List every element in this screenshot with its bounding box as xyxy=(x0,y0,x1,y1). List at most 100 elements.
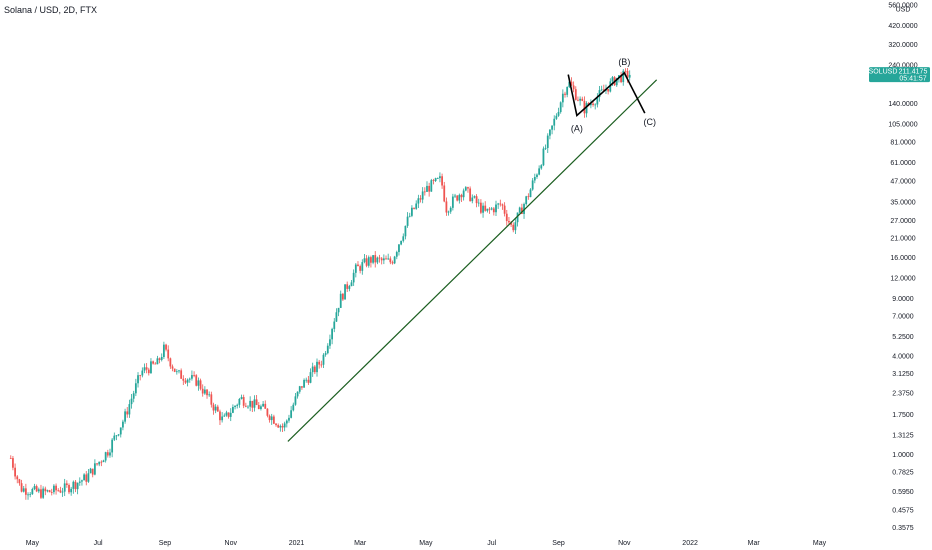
candle-body xyxy=(212,404,215,411)
candle-body xyxy=(266,408,269,416)
candle-body xyxy=(130,398,133,405)
candle-body xyxy=(421,191,424,200)
candle-body xyxy=(20,483,23,492)
price-tick-label: 2.3750 xyxy=(892,390,914,397)
candle-body xyxy=(354,264,357,273)
candle-body xyxy=(91,468,94,475)
candle-body xyxy=(626,70,629,78)
candle-body xyxy=(57,490,60,492)
candle-body xyxy=(555,115,558,119)
candle-body xyxy=(197,380,200,386)
candle-body xyxy=(583,100,586,114)
candle-body xyxy=(35,486,38,492)
candle-body xyxy=(147,369,150,374)
candle-body xyxy=(564,93,566,95)
candle-body xyxy=(139,375,142,377)
candle-body xyxy=(326,345,329,354)
candle-body xyxy=(193,375,195,376)
candle-body xyxy=(566,87,569,95)
candle-body xyxy=(277,425,280,428)
candle-body xyxy=(298,386,301,392)
candle-body xyxy=(499,203,502,205)
candle-body xyxy=(333,321,336,329)
candle-body xyxy=(223,415,226,417)
support-trendline xyxy=(287,79,658,442)
candle-body xyxy=(467,187,469,189)
candle-body xyxy=(158,358,161,360)
candle-body xyxy=(109,452,111,456)
candle-body xyxy=(156,358,159,365)
candle-body xyxy=(83,474,86,481)
candle-body xyxy=(126,411,129,415)
candle-body xyxy=(408,215,411,217)
candle-body xyxy=(508,220,510,223)
candle-body xyxy=(221,416,224,421)
candle-body xyxy=(37,489,40,492)
candle-body xyxy=(568,81,571,88)
candle-body xyxy=(419,198,422,200)
candle-body xyxy=(98,461,101,465)
candle-body xyxy=(219,411,221,421)
candle-body xyxy=(191,375,193,379)
price-tick-label: 0.4575 xyxy=(892,507,914,514)
candle-body xyxy=(484,205,487,211)
candle-body xyxy=(492,208,495,213)
candle-body xyxy=(598,90,601,98)
candle-body xyxy=(292,404,295,411)
candle-body xyxy=(471,197,474,202)
candle-body xyxy=(359,266,362,271)
candle-body xyxy=(529,189,532,198)
candle-body xyxy=(445,201,448,213)
candle-body xyxy=(272,416,275,424)
candle-body xyxy=(398,244,400,253)
candle-body xyxy=(262,403,264,407)
candle-body xyxy=(128,404,131,415)
candle-body xyxy=(22,488,25,492)
price-tick-label: 560.0000 xyxy=(888,2,917,9)
candle-body xyxy=(574,89,577,100)
candle-body xyxy=(620,75,622,83)
currency-label: USD xyxy=(896,7,911,14)
candle-body xyxy=(111,439,114,453)
candle-body xyxy=(152,361,155,364)
candle-body xyxy=(210,394,213,405)
price-tick-label: 105.0000 xyxy=(888,121,917,128)
candle-body xyxy=(100,461,103,463)
candle-body xyxy=(426,185,428,192)
candle-body xyxy=(29,494,32,495)
candle-body xyxy=(203,389,206,394)
candle-body xyxy=(473,196,476,198)
candle-body xyxy=(572,85,575,90)
price-tick-label: 7.0000 xyxy=(892,314,914,321)
candle-body xyxy=(240,397,243,399)
candle-body xyxy=(290,410,293,418)
candle-body xyxy=(348,286,351,289)
candle-body xyxy=(42,488,45,498)
candle-body xyxy=(523,204,525,214)
candle-body xyxy=(365,258,368,266)
candle-body xyxy=(322,354,325,365)
candle-body xyxy=(441,176,443,186)
candle-body xyxy=(238,398,241,405)
candle-body xyxy=(162,344,165,357)
time-tick-label: May xyxy=(26,540,40,547)
candle-body xyxy=(367,257,370,266)
candle-body xyxy=(462,190,465,198)
candle-body xyxy=(490,208,493,210)
candle-body xyxy=(432,180,435,182)
candle-body xyxy=(55,485,57,491)
candle-body xyxy=(503,205,506,214)
candle-body xyxy=(249,400,252,407)
candle-body xyxy=(361,262,364,271)
candle-body xyxy=(12,458,14,468)
candle-body xyxy=(301,386,303,388)
candle-body xyxy=(48,490,51,493)
candle-body xyxy=(294,396,297,405)
candle-body xyxy=(374,255,377,263)
candle-body xyxy=(600,89,603,91)
price-tick-label: 0.5950 xyxy=(892,489,914,496)
candle-body xyxy=(410,207,413,216)
candle-body xyxy=(540,165,543,169)
